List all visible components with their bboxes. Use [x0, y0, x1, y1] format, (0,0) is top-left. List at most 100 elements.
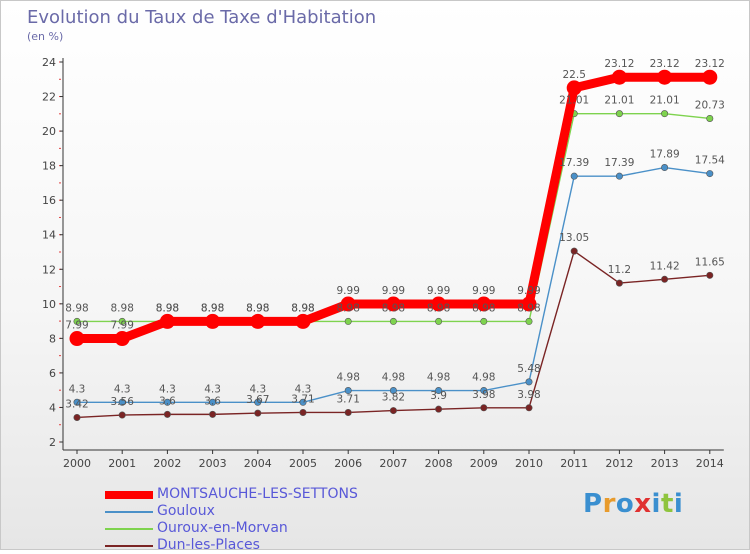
data-point — [661, 164, 669, 172]
data-label: 9.99 — [382, 285, 405, 297]
logo-letter: i — [673, 489, 684, 519]
data-point — [118, 398, 126, 406]
data-point — [435, 387, 443, 395]
data-label: 8.98 — [517, 302, 540, 314]
data-point — [69, 331, 85, 347]
data-label: 4.98 — [337, 372, 360, 384]
data-label: 7.99 — [65, 320, 88, 332]
data-label: 4.98 — [427, 372, 450, 384]
data-label: 9.99 — [472, 285, 495, 297]
logo-letter: i — [651, 489, 661, 519]
data-point — [209, 398, 217, 406]
data-label: 13.05 — [559, 232, 589, 244]
x-tick-label: 2007 — [379, 457, 407, 470]
x-tick-label: 2013 — [651, 457, 679, 470]
data-label: 8.98 — [156, 302, 179, 314]
data-label: 8.98 — [201, 302, 224, 314]
data-label: 8.98 — [201, 302, 224, 314]
data-point — [435, 405, 443, 413]
data-label: 3.82 — [382, 392, 405, 404]
legend-label: MONTSAUCHE-LES-SETTONS — [157, 486, 358, 502]
data-label: 9.99 — [427, 285, 450, 297]
data-label: 9.99 — [337, 285, 360, 297]
logo-letter: t — [660, 489, 674, 519]
data-label: 20.73 — [695, 99, 725, 111]
x-tick-label: 2010 — [515, 457, 543, 470]
logo-letter: o — [615, 489, 635, 519]
data-label: 22.5 — [563, 69, 586, 81]
data-label: 8.98 — [65, 302, 88, 314]
x-tick-label: 2012 — [605, 457, 633, 470]
x-tick-label: 2004 — [244, 457, 272, 470]
data-label: 21.01 — [650, 95, 680, 107]
data-label: 8.98 — [246, 302, 269, 314]
data-label: 3.67 — [246, 394, 269, 406]
data-point — [661, 275, 669, 283]
data-label: 4.3 — [69, 383, 86, 395]
data-point — [525, 404, 533, 412]
x-tick-label: 2014 — [696, 457, 724, 470]
data-label: 8.98 — [111, 302, 134, 314]
data-point — [344, 408, 352, 416]
y-tick-label: 12 — [42, 263, 56, 276]
data-label: 8.98 — [246, 302, 269, 314]
data-label: 8.98 — [291, 302, 314, 314]
data-point — [159, 313, 175, 329]
data-point — [615, 172, 623, 180]
data-point — [611, 69, 627, 85]
legend-swatch — [105, 545, 153, 547]
data-label: 4.3 — [159, 383, 176, 395]
data-label: 8.98 — [291, 302, 314, 314]
data-point — [389, 317, 397, 325]
x-tick-label: 2008 — [425, 457, 453, 470]
data-label: 3.6 — [204, 395, 221, 407]
data-label: 11.65 — [695, 256, 725, 268]
legend-swatch — [105, 528, 153, 530]
data-point — [73, 413, 81, 421]
data-point — [566, 80, 582, 96]
x-tick-label: 2009 — [470, 457, 498, 470]
logo-letter: r — [602, 489, 616, 519]
chart-unit: (en %) — [27, 30, 64, 43]
data-point — [114, 331, 130, 347]
legend-swatch — [105, 491, 153, 499]
data-label: 23.12 — [650, 58, 680, 70]
data-label: 4.3 — [295, 383, 312, 395]
x-tick-label: 2003 — [199, 457, 227, 470]
data-label: 17.39 — [559, 157, 589, 169]
data-point — [706, 271, 714, 279]
legend-swatch — [105, 511, 153, 513]
data-label: 3.9 — [430, 390, 447, 402]
data-label: 11.2 — [608, 264, 631, 276]
data-label: 23.12 — [695, 58, 725, 70]
data-label: 21.01 — [559, 95, 589, 107]
data-label: 5.48 — [517, 363, 540, 375]
data-point — [344, 317, 352, 325]
y-tick-label: 6 — [49, 367, 56, 380]
data-point — [657, 69, 673, 85]
data-label: 4.98 — [382, 372, 405, 384]
data-point — [480, 404, 488, 412]
data-label: 21.01 — [604, 95, 634, 107]
data-label: 8.98 — [156, 302, 179, 314]
data-point — [295, 313, 311, 329]
data-label: 3.98 — [517, 389, 540, 401]
data-point — [702, 69, 718, 85]
data-point — [521, 296, 537, 312]
data-label: 4.3 — [114, 383, 131, 395]
data-label: 17.54 — [695, 155, 725, 167]
y-tick-label: 16 — [42, 194, 56, 207]
data-point — [205, 313, 221, 329]
data-label: 23.12 — [604, 58, 634, 70]
data-point — [615, 110, 623, 118]
logo-letter: P — [583, 489, 603, 519]
y-tick-label: 2 — [49, 436, 56, 449]
data-point — [250, 313, 266, 329]
data-label: 3.71 — [291, 393, 314, 405]
data-label: 9.99 — [517, 285, 540, 297]
logo-letter: x — [634, 489, 652, 519]
data-point — [525, 317, 533, 325]
data-label: 7.99 — [111, 320, 134, 332]
